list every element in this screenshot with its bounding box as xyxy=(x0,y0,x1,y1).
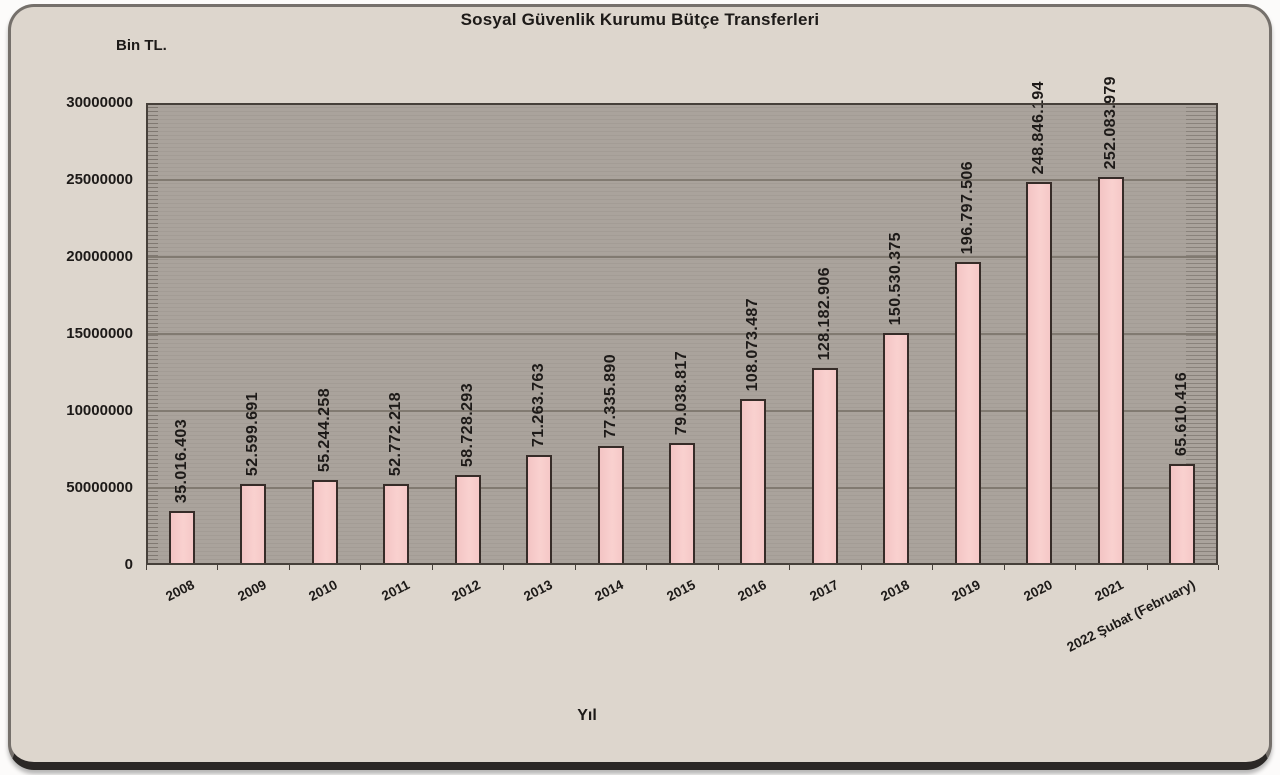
bar-2013 xyxy=(526,455,552,565)
bar-2009 xyxy=(240,484,266,565)
bar-2020 xyxy=(1026,182,1052,565)
bar-value-label: 58.728.293 xyxy=(459,382,476,467)
y-tick-label: 10000000 xyxy=(66,402,133,419)
x-tick-label: 2008 xyxy=(163,577,197,605)
x-tick-label: 2009 xyxy=(235,577,269,605)
x-tick-label: 2013 xyxy=(521,577,555,605)
bar-value-label: 55.244.258 xyxy=(316,387,333,472)
x-tick-mark xyxy=(1075,565,1076,570)
x-tick-mark xyxy=(932,565,933,570)
y-axis-unit-label: Bin TL. xyxy=(116,37,167,54)
bar-value-label: 77.335.890 xyxy=(602,353,619,438)
x-tick-label: 2018 xyxy=(878,577,912,605)
x-tick-mark xyxy=(861,565,862,570)
bar-value-label: 248.846.194 xyxy=(1030,80,1047,174)
bar-value-label: 65.610.416 xyxy=(1173,371,1190,456)
bar-2011 xyxy=(383,484,409,565)
x-tick-mark xyxy=(718,565,719,570)
x-tick-mark xyxy=(217,565,218,570)
x-tick-label: 2011 xyxy=(378,577,412,604)
bar-value-label: 196.797.506 xyxy=(959,160,976,254)
x-tick-label: 2014 xyxy=(592,577,626,605)
x-tick-mark xyxy=(1218,565,1219,570)
bar-value-label: 252.083.979 xyxy=(1102,75,1119,169)
x-tick-label: 2021 xyxy=(1092,577,1126,605)
chart-title: Sosyal Güvenlik Kurumu Bütçe Transferler… xyxy=(460,10,820,29)
bar-2008 xyxy=(169,511,195,565)
x-tick-label: 2022 Şubat (February) xyxy=(1064,577,1198,655)
bar-value-label: 52.599.691 xyxy=(244,391,261,476)
x-tick-mark xyxy=(432,565,433,570)
x-tick-mark xyxy=(360,565,361,570)
bar-value-label: 128.182.906 xyxy=(816,266,833,360)
bar-2019 xyxy=(955,262,981,565)
x-tick-label: 2015 xyxy=(664,577,698,605)
bar-value-label: 52.772.218 xyxy=(387,391,404,476)
bar-2022 Şubat (February) xyxy=(1169,464,1195,565)
x-tick-label: 2019 xyxy=(949,577,983,605)
y-tick-label: 30000000 xyxy=(66,94,133,111)
bar-2012 xyxy=(455,475,481,565)
x-tick-label: 2010 xyxy=(306,577,340,605)
bar-value-label: 79.038.817 xyxy=(673,350,690,435)
bar-2014 xyxy=(598,446,624,565)
bar-2016 xyxy=(740,399,766,565)
x-tick-mark xyxy=(646,565,647,570)
y-tick-label: 20000000 xyxy=(66,248,133,265)
x-tick-mark xyxy=(146,565,147,570)
gridline xyxy=(146,256,1218,258)
bar-2015 xyxy=(669,443,695,565)
y-tick-label: 15000000 xyxy=(66,325,133,342)
gridline xyxy=(146,179,1218,181)
bar-2021 xyxy=(1098,177,1124,565)
x-tick-mark xyxy=(1147,565,1148,570)
y-tick-label: 25000000 xyxy=(66,171,133,188)
x-tick-label: 2017 xyxy=(807,577,841,605)
plot-area: 35.016.403 52.599.691 55.244.258 52.772.218… xyxy=(146,76,1218,565)
gridline xyxy=(146,410,1218,412)
y-tick-label: 0 xyxy=(124,556,133,573)
y-tick-label: 50000000 xyxy=(66,479,133,496)
bar-value-label: 35.016.403 xyxy=(173,418,190,503)
x-tick-mark xyxy=(1004,565,1005,570)
x-tick-mark xyxy=(575,565,576,570)
x-tick-mark xyxy=(289,565,290,570)
bar-value-label: 108.073.487 xyxy=(744,297,761,391)
x-tick-label: 2012 xyxy=(449,577,483,605)
x-tick-label: 2020 xyxy=(1021,577,1055,605)
bar-2010 xyxy=(312,480,338,565)
x-tick-label: 2016 xyxy=(735,577,769,605)
bar-2018 xyxy=(883,333,909,565)
x-axis: 2008 2009 2010 2011 2012 2013 2014 2015 2016 2017… xyxy=(146,565,1219,695)
bar-value-label: 150.530.375 xyxy=(887,231,904,325)
x-tick-mark xyxy=(789,565,790,570)
gridline xyxy=(146,333,1218,335)
chart-card: Sosyal Güvenlik Kurumu Bütçe Transferler… xyxy=(8,4,1272,770)
x-axis-title: Yıl xyxy=(577,707,597,724)
bar-2017 xyxy=(812,368,838,565)
x-tick-mark xyxy=(503,565,504,570)
bar-value-label: 71.263.763 xyxy=(530,362,547,447)
